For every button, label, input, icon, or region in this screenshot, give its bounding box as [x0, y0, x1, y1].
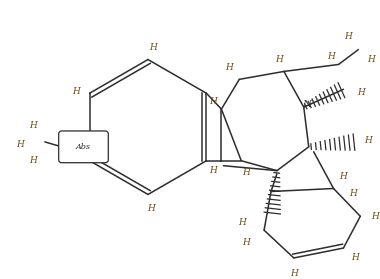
Text: H: H [242, 168, 250, 177]
Text: H: H [29, 121, 37, 129]
Text: H: H [225, 63, 233, 72]
Text: H: H [147, 204, 155, 213]
Text: H: H [29, 156, 37, 165]
FancyBboxPatch shape [59, 131, 108, 163]
Text: H: H [328, 52, 336, 61]
Text: H: H [149, 43, 157, 52]
Text: H: H [242, 238, 250, 247]
Text: H: H [209, 166, 217, 175]
Text: Abs: Abs [76, 143, 91, 151]
Text: H: H [275, 55, 283, 64]
Text: H: H [352, 253, 359, 263]
Text: N: N [302, 100, 311, 109]
Text: H: H [344, 32, 352, 41]
Text: H: H [72, 87, 80, 96]
Text: H: H [357, 88, 365, 97]
Text: H: H [364, 136, 372, 145]
Text: H: H [367, 55, 375, 64]
Text: H: H [350, 189, 357, 198]
Text: H: H [238, 218, 246, 227]
Text: H: H [339, 172, 347, 181]
Text: H: H [16, 140, 24, 149]
Text: H: H [371, 212, 379, 221]
Text: H: H [209, 97, 217, 106]
Text: H: H [290, 269, 298, 278]
